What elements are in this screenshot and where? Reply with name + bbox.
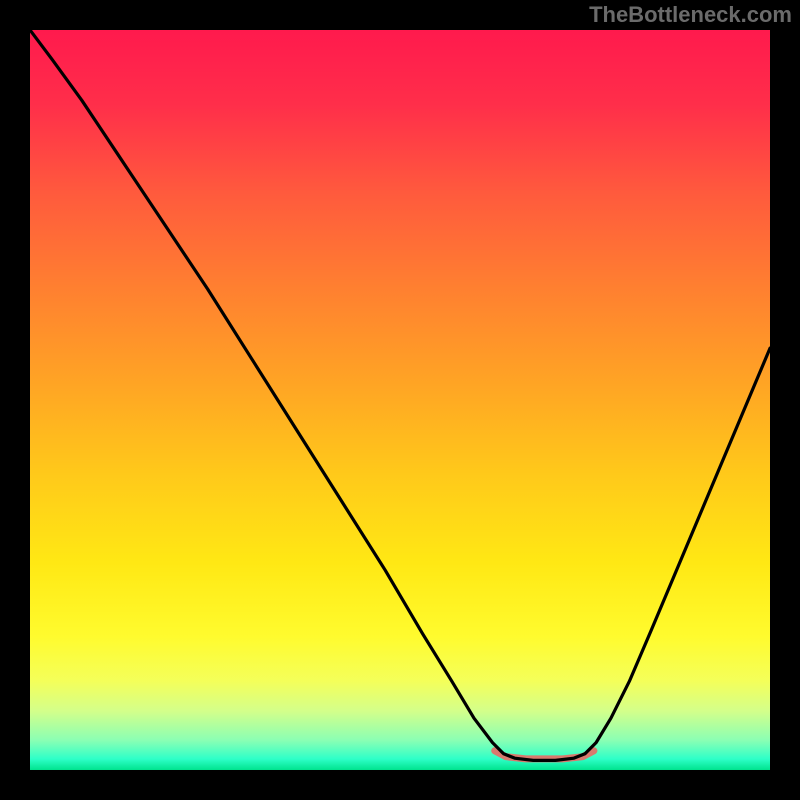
bottleneck-curve — [30, 30, 770, 760]
watermark-text: TheBottleneck.com — [589, 2, 792, 28]
chart-container: { "watermark": { "text": "TheBottleneck.… — [0, 0, 800, 800]
plot-area — [30, 30, 770, 770]
chart-svg — [30, 30, 770, 770]
